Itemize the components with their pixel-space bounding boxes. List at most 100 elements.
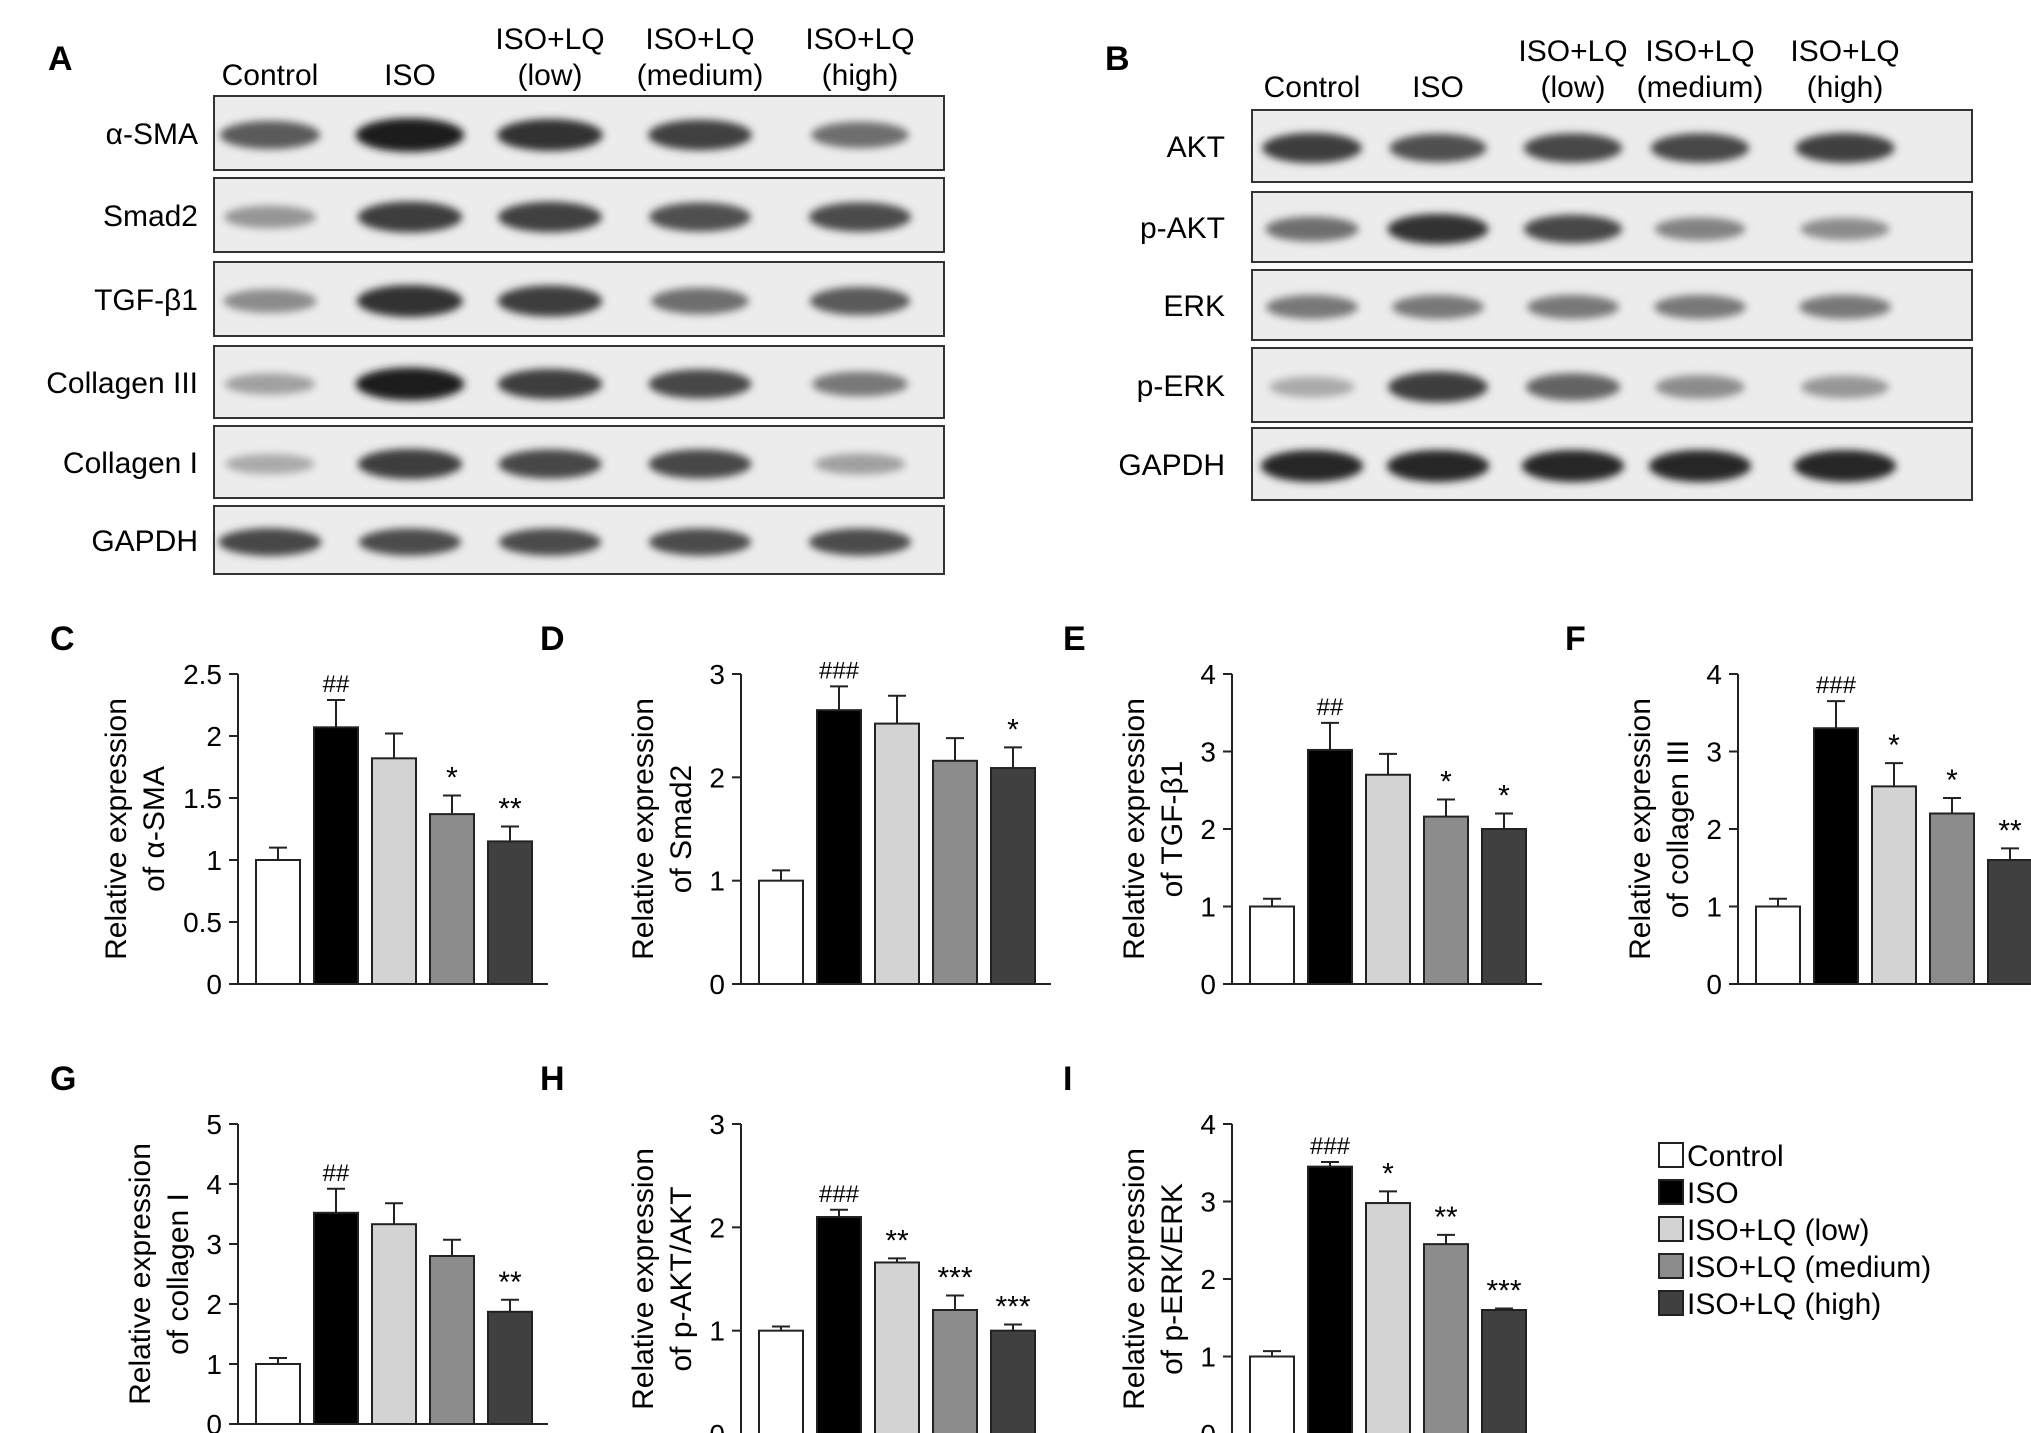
protein-band xyxy=(1388,371,1488,403)
protein-band xyxy=(648,119,752,151)
bar-iso-lq-high xyxy=(1481,828,1527,985)
blot-row-label: Smad2 xyxy=(103,200,198,233)
y-tick-label: 4 xyxy=(206,1169,222,1200)
y-tick-label: 0 xyxy=(709,969,725,1000)
bar-iso-lq-low xyxy=(371,1223,417,1425)
y-tick-label: 1.5 xyxy=(183,783,222,814)
protein-band xyxy=(1523,214,1623,244)
protein-band xyxy=(1386,449,1490,483)
y-tick-label: 0 xyxy=(206,969,222,1000)
panel-letter-d: D xyxy=(540,620,565,658)
protein-band xyxy=(1655,375,1745,399)
legend: Control ISO ISO+LQ (low) ISO+LQ (medium) ISO… xyxy=(1658,1140,1931,1321)
protein-band xyxy=(357,284,463,318)
blot-row-collagen-iii: Collagen III xyxy=(46,345,945,419)
lane-header-4-line-1: (high) xyxy=(1807,71,1884,104)
protein-band xyxy=(1795,133,1895,163)
protein-band xyxy=(814,453,906,475)
bar-iso-lq-medium xyxy=(429,813,475,985)
blot-row-erk: ERK xyxy=(1163,269,1973,341)
significance-label: * xyxy=(446,762,458,795)
bar-chart-e: E 0 1 2 3 4 Relative expression of TGF-β1 ## * * xyxy=(1063,620,1542,1000)
bar-iso xyxy=(1813,727,1859,985)
protein-band xyxy=(497,368,603,400)
y-axis-label-line-0: Relative expression xyxy=(627,1148,660,1410)
y-axis-label-line-1: of Smad2 xyxy=(665,765,698,893)
y-tick-label: 1 xyxy=(1706,892,1722,923)
protein-band xyxy=(1799,294,1891,320)
bar-control xyxy=(255,1363,301,1425)
y-axis-label-line-0: Relative expression xyxy=(1624,698,1657,960)
protein-band xyxy=(1801,375,1889,399)
lane-header-3-line-0: ISO+LQ xyxy=(645,23,754,56)
y-tick-label: 2 xyxy=(709,762,725,793)
significance-label: ## xyxy=(323,671,350,698)
y-axis-label-line-0: Relative expression xyxy=(100,698,133,960)
bar-iso xyxy=(816,709,862,986)
significance-label: ### xyxy=(1310,1133,1351,1160)
lane-header-2-line-0: ISO+LQ xyxy=(495,23,604,56)
y-axis-label-line-0: Relative expression xyxy=(124,1143,157,1405)
protein-band xyxy=(1525,373,1621,401)
lane-header-0-line-0: Control xyxy=(1264,71,1361,104)
blot-row-label: TGF-β1 xyxy=(94,284,198,317)
y-tick-label: 1 xyxy=(1200,1342,1216,1373)
western-blot-panel-a: A Control ISOISO+LQ(low)ISO+LQ(medium)ISO+… xyxy=(46,23,945,575)
y-axis-label-line-1: of collagen I xyxy=(162,1193,195,1355)
y-tick-label: 1 xyxy=(206,1349,222,1380)
significance-label: * xyxy=(1382,1157,1394,1190)
y-axis-label-line-1: of p-AKT/AKT xyxy=(665,1186,698,1371)
legend-label-control: Control xyxy=(1687,1140,1784,1173)
y-axis-label-line-0: Relative expression xyxy=(1118,1148,1151,1410)
blot-row-label: Collagen I xyxy=(63,447,198,480)
protein-band xyxy=(1387,213,1489,245)
y-tick-label: 0 xyxy=(1706,969,1722,1000)
blot-row-p-erk: p-ERK xyxy=(1137,347,1973,423)
bar-control xyxy=(1249,1355,1295,1433)
y-axis-label-line-1: of α-SMA xyxy=(138,766,171,892)
protein-band xyxy=(648,528,752,556)
protein-band xyxy=(224,373,316,395)
bar-iso-lq-low xyxy=(371,757,417,985)
significance-label: ## xyxy=(1317,694,1344,721)
bar-chart-c: C 0 0.5 1 1.5 2 2.5 Relative expression of α-SMA… xyxy=(50,620,548,1000)
legend-label-iso: ISO xyxy=(1687,1177,1739,1210)
bar-iso-lq-low xyxy=(1871,785,1917,985)
significance-label: ** xyxy=(1998,814,2022,847)
bar-iso-lq-medium xyxy=(1423,815,1469,985)
y-axis-label-line-0: Relative expression xyxy=(627,698,660,960)
protein-band xyxy=(223,205,317,229)
protein-band xyxy=(1654,217,1746,241)
protein-band xyxy=(808,202,912,232)
protein-band xyxy=(357,448,463,480)
panel-letter-f: F xyxy=(1565,620,1586,658)
y-tick-label: 3 xyxy=(1706,737,1722,768)
bar-iso-lq-medium xyxy=(932,1309,978,1433)
lane-header-3-line-1: (medium) xyxy=(637,59,764,92)
bar-chart-f: F 0 1 2 3 4 Relative expression of collagen III… xyxy=(1565,620,2031,1000)
y-tick-label: 4 xyxy=(1200,659,1216,690)
bar-iso-lq-medium xyxy=(1423,1243,1469,1433)
protein-band xyxy=(1648,449,1752,483)
significance-label: * xyxy=(1498,780,1510,813)
bar-iso-lq-high xyxy=(1481,1309,1527,1433)
protein-band xyxy=(1523,133,1623,163)
blot-row-tgf-1: TGF-β1 xyxy=(94,261,945,337)
panel-letter-g: G xyxy=(50,1060,76,1098)
protein-band xyxy=(223,289,317,313)
bar-iso-lq-high xyxy=(990,767,1036,985)
blot-row-label: GAPDH xyxy=(91,525,198,558)
y-tick-label: 0 xyxy=(206,1409,222,1433)
protein-band xyxy=(498,449,602,479)
protein-band xyxy=(648,369,752,399)
legend-label-iso-lq-high: ISO+LQ (high) xyxy=(1687,1288,1881,1321)
blot-row-label: Collagen III xyxy=(46,367,198,400)
protein-band xyxy=(498,201,602,233)
y-tick-label: 4 xyxy=(1200,1109,1216,1140)
blot-row-label: ERK xyxy=(1163,290,1225,323)
protein-band xyxy=(1262,132,1362,164)
protein-band xyxy=(225,453,315,475)
bar-chart-g: G 0 1 2 3 4 5 Relative expression of collagen I #… xyxy=(50,1060,548,1433)
